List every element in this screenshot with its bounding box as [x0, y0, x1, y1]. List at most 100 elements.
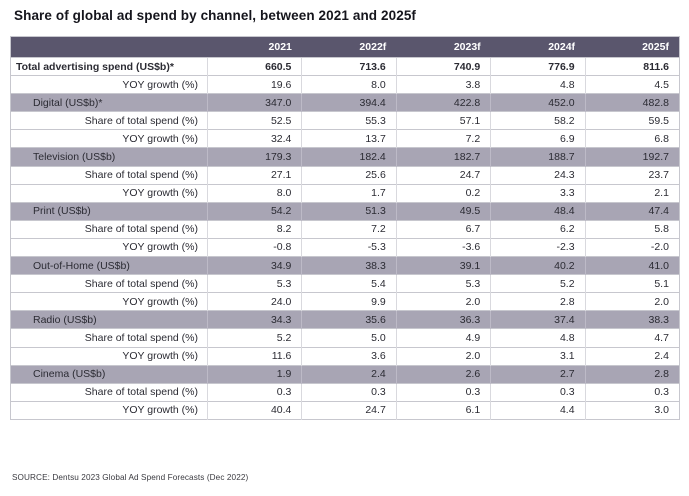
value-cell: 5.4	[301, 274, 397, 293]
value-cell: 13.7	[301, 129, 397, 148]
row-label: Radio (US$b)	[10, 310, 208, 329]
ad-spend-table: 2021 2022f 2023f 2024f 2025f Total advertisi…	[10, 36, 680, 420]
value-cell: 422.8	[395, 93, 491, 112]
row-label: Share of total spend (%)	[10, 274, 208, 293]
value-cell: 2.4	[584, 346, 680, 366]
value-cell: 740.9	[395, 56, 491, 76]
table-row: Radio (US$b) 34.3 35.6 36.3 37.4 38.3	[10, 310, 680, 329]
value-cell: 41.0	[584, 256, 680, 275]
value-cell: 7.2	[301, 219, 397, 239]
value-cell: 2.0	[395, 346, 491, 366]
value-cell: 394.4	[301, 93, 397, 112]
value-cell: 6.2	[490, 219, 586, 239]
value-cell: -3.6	[395, 237, 491, 257]
value-cell: 34.9	[206, 256, 302, 275]
value-cell: 27.1	[206, 165, 302, 185]
value-cell: 52.5	[206, 111, 302, 130]
value-cell: 57.1	[395, 111, 491, 130]
value-cell: 5.8	[584, 219, 680, 239]
table-row: Print (US$b) 54.2 51.3 49.5 48.4 47.4	[10, 201, 680, 221]
value-cell: 8.2	[206, 219, 302, 239]
value-cell: -2.3	[490, 237, 586, 257]
table-row: YOY growth (%) 24.0 9.9 2.0 2.8 2.0	[10, 292, 680, 311]
row-label: Share of total spend (%)	[10, 111, 208, 130]
value-cell: 3.0	[584, 400, 680, 420]
value-cell: 5.2	[206, 328, 302, 347]
value-cell: 2.0	[395, 292, 491, 311]
value-cell: 40.2	[490, 256, 586, 275]
value-cell: 51.3	[301, 201, 397, 221]
table-row: YOY growth (%) 32.4 13.7 7.2 6.9 6.8	[10, 129, 680, 148]
row-label: YOY growth (%)	[10, 400, 208, 420]
value-cell: -0.8	[206, 237, 302, 257]
value-cell: 40.4	[206, 400, 302, 420]
row-label: Television (US$b)	[10, 147, 208, 167]
header-cell-year: 2024f	[490, 36, 586, 58]
row-label: Cinema (US$b)	[10, 364, 208, 384]
value-cell: 3.6	[301, 346, 397, 366]
row-label: Share of total spend (%)	[10, 165, 208, 185]
value-cell: 2.6	[395, 364, 491, 384]
value-cell: 25.6	[301, 165, 397, 185]
value-cell: 2.7	[490, 364, 586, 384]
table-row: Share of total spend (%) 5.3 5.4 5.3 5.2 5.1	[10, 274, 680, 293]
value-cell: 9.9	[301, 292, 397, 311]
table-row: YOY growth (%) 19.6 8.0 3.8 4.8 4.5	[10, 75, 680, 94]
value-cell: 48.4	[490, 201, 586, 221]
value-cell: -5.3	[301, 237, 397, 257]
value-cell: 0.3	[206, 382, 302, 402]
table-row: Share of total spend (%) 0.3 0.3 0.3 0.3 0.3	[10, 382, 680, 402]
table-row: Total advertising spend (US$b)* 660.5 713.…	[10, 56, 680, 76]
value-cell: 5.3	[395, 274, 491, 293]
header-cell-year: 2025f	[585, 36, 680, 58]
value-cell: 0.3	[490, 382, 586, 402]
value-cell: 0.2	[395, 183, 491, 203]
value-cell: 0.3	[584, 382, 680, 402]
row-label: Share of total spend (%)	[10, 328, 208, 347]
value-cell: 811.6	[584, 56, 680, 76]
table-row: Cinema (US$b) 1.9 2.4 2.6 2.7 2.8	[10, 364, 680, 384]
value-cell: 54.2	[206, 201, 302, 221]
value-cell: 55.3	[301, 111, 397, 130]
value-cell: 1.7	[301, 183, 397, 203]
row-label: YOY growth (%)	[10, 129, 208, 148]
value-cell: 24.7	[301, 400, 397, 420]
value-cell: 19.6	[206, 75, 302, 94]
value-cell: 4.5	[584, 75, 680, 94]
value-cell: 23.7	[584, 165, 680, 185]
value-cell: 4.8	[490, 75, 586, 94]
value-cell: 47.4	[584, 201, 680, 221]
table-row: Share of total spend (%) 5.2 5.0 4.9 4.8 4.7	[10, 328, 680, 347]
table-row: Television (US$b) 179.3 182.4 182.7 188.7 192…	[10, 147, 680, 167]
page-title: Share of global ad spend by channel, bet…	[14, 8, 417, 23]
table-row: Out-of-Home (US$b) 34.9 38.3 39.1 40.2 41.0	[10, 256, 680, 275]
value-cell: 482.8	[584, 93, 680, 112]
value-cell: 1.9	[206, 364, 302, 384]
value-cell: 6.9	[490, 129, 586, 148]
table-row: YOY growth (%) 8.0 1.7 0.2 3.3 2.1	[10, 183, 680, 203]
value-cell: 4.4	[490, 400, 586, 420]
header-cell-year: 2021	[207, 36, 302, 58]
value-cell: 5.1	[584, 274, 680, 293]
value-cell: 4.7	[584, 328, 680, 347]
row-label: Total advertising spend (US$b)*	[10, 56, 208, 76]
value-cell: 0.3	[301, 382, 397, 402]
table-row: YOY growth (%) -0.8 -5.3 -3.6 -2.3 -2.0	[10, 237, 680, 257]
value-cell: 34.3	[206, 310, 302, 329]
value-cell: 4.9	[395, 328, 491, 347]
value-cell: 8.0	[301, 75, 397, 94]
value-cell: 7.2	[395, 129, 491, 148]
table-row: Digital (US$b)* 347.0 394.4 422.8 452.0 482.8	[10, 93, 680, 112]
table-header-row: 2021 2022f 2023f 2024f 2025f	[10, 36, 680, 58]
table-row: Share of total spend (%) 52.5 55.3 57.1 58.2…	[10, 111, 680, 130]
value-cell: 58.2	[490, 111, 586, 130]
value-cell: 2.1	[584, 183, 680, 203]
value-cell: 713.6	[301, 56, 397, 76]
value-cell: 49.5	[395, 201, 491, 221]
value-cell: 776.9	[490, 56, 586, 76]
source-note: SOURCE: Dentsu 2023 Global Ad Spend Fore…	[12, 473, 249, 482]
value-cell: 660.5	[206, 56, 302, 76]
row-label: Share of total spend (%)	[10, 382, 208, 402]
value-cell: 452.0	[490, 93, 586, 112]
